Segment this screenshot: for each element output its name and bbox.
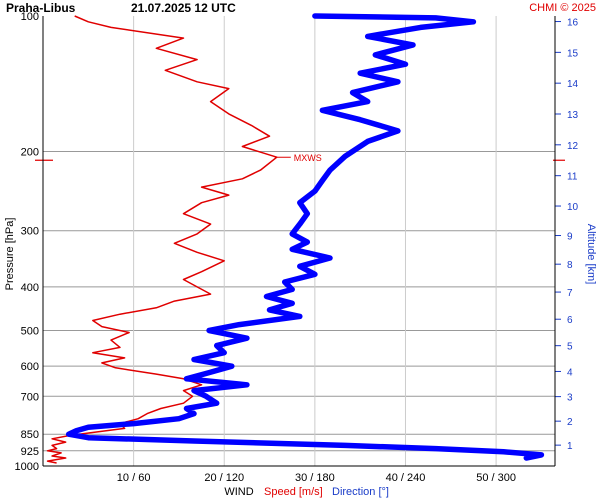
altitude-tick-label: 3 (567, 393, 573, 404)
altitude-tick-label: 11 (567, 172, 578, 183)
direction-axis-label: Direction [°] (332, 486, 389, 498)
altitude-tick-label: 13 (567, 110, 579, 121)
direction-series-line (65, 13, 545, 461)
altitude-tick-label: 1 (567, 441, 573, 452)
x-axis-title: WIND (224, 486, 253, 498)
mxws-annotation: MXWS (294, 153, 322, 163)
pressure-tick-label: 300 (21, 226, 39, 238)
altitude-tick-label: 15 (567, 48, 579, 59)
altitude-tick-label: 9 (567, 232, 573, 243)
altitude-tick-label: 8 (567, 260, 573, 271)
altitude-tick-label: 12 (567, 141, 579, 152)
grid (43, 16, 555, 466)
credit-label: CHMI © 2025 (529, 2, 596, 14)
altitude-tick-label: 10 (567, 202, 579, 213)
pressure-tick-label: 200 (21, 146, 39, 158)
datetime-title: 21.07.2025 12 UTC (131, 1, 236, 15)
altitude-tick-label: 14 (567, 79, 579, 90)
altitude-tick-label: 16 (567, 18, 579, 29)
speed-series-line (46, 15, 278, 464)
axes (42, 16, 561, 467)
wind-tick-label: 10 / 60 (117, 472, 151, 484)
speed-axis-label: Speed [m/s] (264, 486, 323, 498)
pressure-tick-label: 925 (21, 446, 39, 458)
altitude-tick-label: 6 (567, 315, 573, 326)
pressure-tick-label: 600 (21, 361, 39, 373)
wind-tick-label: 30 / 180 (295, 472, 335, 484)
pressure-tick-label: 400 (21, 282, 39, 294)
pressure-tick-label: 100 (21, 11, 39, 23)
altitude-axis-label: Altitude [km] (585, 224, 597, 285)
pressure-tick-label: 1000 (15, 461, 39, 473)
pressure-tick-label: 500 (21, 326, 39, 338)
altitude-tick-label: 7 (567, 288, 573, 299)
altitude-tick-label: 4 (567, 367, 573, 378)
station-title: Praha-Libus (6, 1, 76, 15)
pressure-axis-label: Pressure [hPa] (4, 218, 16, 291)
wind-tick-label: 20 / 120 (204, 472, 244, 484)
series-layer (35, 13, 565, 464)
pressure-tick-label: 850 (21, 429, 39, 441)
wind-tick-label: 50 / 300 (476, 472, 516, 484)
pressure-tick-label: 700 (21, 391, 39, 403)
wind-tick-label: 40 / 240 (386, 472, 426, 484)
altitude-tick-label: 2 (567, 417, 573, 428)
altitude-tick-label: 5 (567, 342, 573, 353)
